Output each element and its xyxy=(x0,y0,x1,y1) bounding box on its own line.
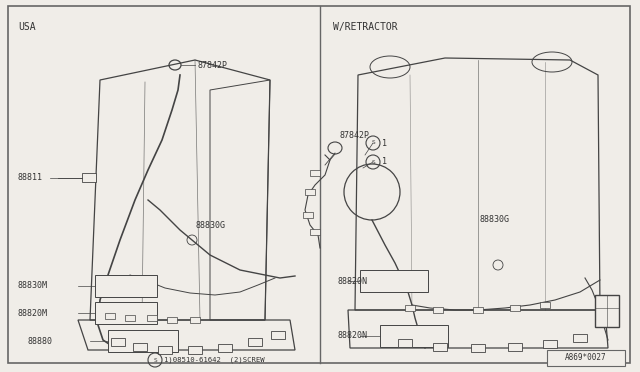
Text: 1)08510-61642  (2)SCREW: 1)08510-61642 (2)SCREW xyxy=(164,357,264,363)
Bar xyxy=(248,338,262,346)
Text: W/RETRACTOR: W/RETRACTOR xyxy=(333,22,397,32)
Text: 88820N: 88820N xyxy=(338,276,368,285)
Bar xyxy=(95,302,157,324)
Bar xyxy=(190,317,200,323)
Bar xyxy=(433,343,447,351)
Bar xyxy=(188,346,202,354)
Bar xyxy=(95,275,157,297)
Text: 87842P: 87842P xyxy=(340,131,370,140)
Text: 88830M: 88830M xyxy=(18,282,48,291)
Text: 88820M: 88820M xyxy=(18,308,48,317)
Bar xyxy=(573,334,587,342)
Bar xyxy=(305,189,315,195)
Bar xyxy=(310,170,320,176)
Bar xyxy=(508,343,522,351)
Text: 88830G: 88830G xyxy=(480,215,510,224)
Bar xyxy=(473,307,483,313)
Text: 1: 1 xyxy=(382,157,387,167)
Bar xyxy=(133,343,147,351)
Text: S: S xyxy=(371,141,375,145)
Bar xyxy=(147,315,157,321)
Bar xyxy=(105,313,115,319)
Bar xyxy=(540,302,550,308)
Bar xyxy=(547,350,625,366)
Bar xyxy=(543,340,557,348)
Text: USA: USA xyxy=(18,22,36,32)
Text: S: S xyxy=(153,357,157,362)
Bar xyxy=(158,346,172,354)
Text: 1: 1 xyxy=(382,138,387,148)
Bar xyxy=(108,330,178,352)
Text: A869*0027: A869*0027 xyxy=(565,353,607,362)
Bar xyxy=(310,229,320,235)
Bar xyxy=(471,344,485,352)
Bar xyxy=(82,173,96,182)
Bar xyxy=(303,212,313,218)
Text: 88820N: 88820N xyxy=(338,331,368,340)
Bar xyxy=(510,305,520,311)
Bar xyxy=(218,344,232,352)
Text: S: S xyxy=(371,160,375,164)
Bar xyxy=(360,270,428,292)
Text: 87842P: 87842P xyxy=(197,61,227,70)
Bar xyxy=(595,295,619,327)
Bar xyxy=(125,315,135,321)
Bar xyxy=(271,331,285,339)
Bar xyxy=(167,317,177,323)
Bar xyxy=(405,305,415,311)
Bar xyxy=(380,325,448,347)
Bar xyxy=(398,339,412,347)
Text: 88880: 88880 xyxy=(28,337,53,346)
Bar xyxy=(111,338,125,346)
Text: 88811: 88811 xyxy=(18,173,43,183)
Text: 88830G: 88830G xyxy=(195,221,225,230)
Bar xyxy=(433,307,443,313)
